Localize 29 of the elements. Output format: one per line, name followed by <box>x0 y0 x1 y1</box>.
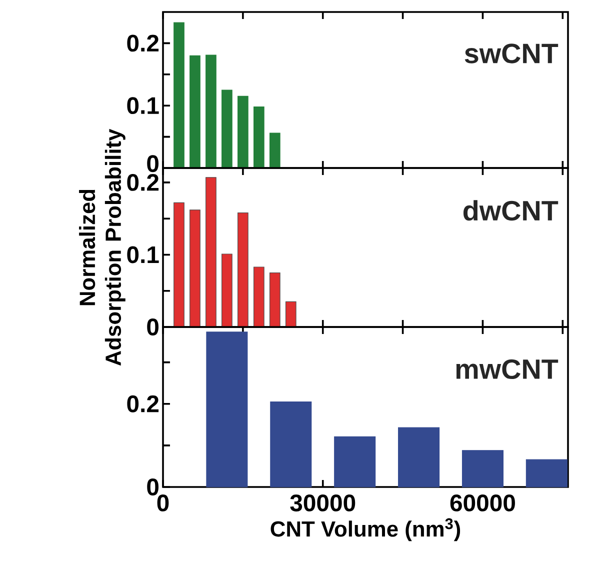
bar <box>285 301 296 328</box>
bar <box>174 202 184 328</box>
bar <box>270 402 312 488</box>
x-tick-label: 30000 <box>290 494 356 512</box>
bar <box>398 427 440 488</box>
series-label: mwCNT <box>456 359 558 380</box>
bar <box>190 210 200 328</box>
bar <box>206 332 248 488</box>
y-tick-label: 0.1 <box>127 97 159 114</box>
bar <box>222 254 232 328</box>
text: swCNT <box>464 44 558 64</box>
text: dwCNT <box>463 200 558 221</box>
bar <box>206 177 216 328</box>
y-tick-label: 0 <box>147 155 158 172</box>
bar <box>238 212 248 328</box>
x-axis-title: CNT Volume (nm$^{3}$) <box>270 518 460 542</box>
bar <box>462 450 504 488</box>
y-tick-label: 0 <box>147 478 158 496</box>
x-tick-label: 60000 <box>450 494 515 512</box>
y-tick-label: 0.1 <box>127 246 159 264</box>
bar <box>269 272 280 328</box>
y-tick-label: 0.2 <box>127 395 159 412</box>
y-tick-label: 0 <box>147 318 158 336</box>
bar <box>254 266 264 328</box>
bar <box>334 436 376 488</box>
y-tick-label: 0.2 <box>127 174 159 191</box>
y-tick-label: 0.2 <box>127 34 159 52</box>
y-axis-title: Normalized Adsorption Probability <box>79 128 126 366</box>
bar <box>526 459 568 488</box>
